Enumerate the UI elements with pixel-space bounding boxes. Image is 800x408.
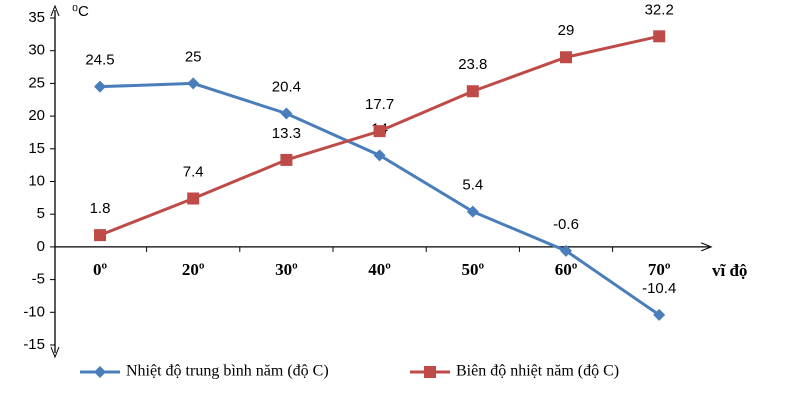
- x-axis-arrow: [701, 242, 713, 252]
- data-label: 1.8: [90, 200, 111, 217]
- series-line: [99, 81, 661, 317]
- y-tick-label: 20: [28, 107, 45, 124]
- data-label: 23.8: [458, 56, 487, 73]
- x-tick-label: 60º: [555, 260, 578, 279]
- legend-label: Biên độ nhiệt năm (độ C): [456, 363, 619, 380]
- marker: [466, 85, 479, 98]
- x-tick-label: 0º: [93, 260, 108, 279]
- y-tick-label: 15: [28, 140, 45, 157]
- marker: [280, 153, 293, 166]
- data-label: 32.2: [645, 1, 674, 18]
- x-tick-label: 30º: [275, 260, 298, 279]
- y-axis-arrow: [50, 346, 60, 359]
- marker: [653, 308, 666, 321]
- x-tick-label: 20º: [182, 260, 205, 279]
- y-axis-arrow: [50, 4, 60, 17]
- marker: [94, 229, 106, 242]
- marker: [280, 107, 293, 120]
- y-axis-label: ⁰C: [72, 3, 89, 20]
- x-tick-label: 40º: [368, 260, 391, 279]
- data-label: -0.6: [553, 216, 579, 233]
- y-tick-label: 30: [28, 42, 45, 59]
- data-label: 7.4: [183, 163, 204, 180]
- x-axis-label: vĩ độ: [712, 261, 747, 280]
- marker: [94, 366, 106, 378]
- marker: [94, 80, 106, 93]
- y-tick-label: 10: [28, 172, 45, 189]
- marker: [560, 51, 572, 64]
- data-label: 24.5: [85, 52, 114, 69]
- y-tick-label: -10: [23, 303, 45, 320]
- y-tick-label: 5: [37, 205, 45, 222]
- marker: [560, 244, 572, 257]
- x-tick-label: 70º: [648, 260, 671, 279]
- y-tick-label: -5: [32, 271, 45, 288]
- data-label: 17.7: [365, 96, 394, 113]
- marker: [187, 77, 200, 90]
- data-label: -10.4: [642, 280, 676, 297]
- legend-label: Nhiệt độ trung bình năm (độ C): [126, 363, 329, 380]
- y-tick-label: -15: [23, 336, 45, 353]
- marker: [373, 125, 386, 138]
- y-tick-label: 35: [28, 9, 45, 26]
- data-label: 29: [558, 22, 575, 39]
- x-tick-label: 50º: [461, 260, 484, 279]
- data-label: 25: [185, 48, 202, 65]
- marker: [466, 205, 479, 218]
- data-label: 13.3: [272, 125, 301, 142]
- marker: [653, 30, 666, 43]
- data-label: 20.4: [272, 78, 301, 95]
- marker: [187, 192, 200, 205]
- y-tick-label: 25: [28, 74, 45, 91]
- y-tick-label: 0: [37, 238, 45, 255]
- marker: [373, 149, 386, 162]
- data-label: 5.4: [462, 177, 483, 194]
- marker: [424, 366, 436, 378]
